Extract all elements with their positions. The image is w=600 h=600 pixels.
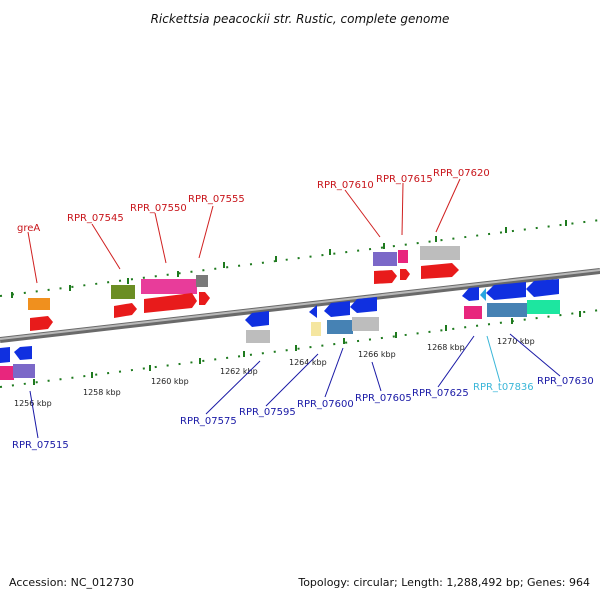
feature-07615-cds <box>400 269 410 280</box>
feature-grea-cds <box>30 316 53 331</box>
feature-07625-cds <box>462 287 479 301</box>
feature-07620-cds <box>421 263 459 279</box>
feature-07625-gene <box>464 306 482 319</box>
gene-label-rpr-07620: RPR_07620 <box>433 168 490 179</box>
feature-07555-cds <box>199 292 210 305</box>
feature-07550-gene <box>141 279 197 294</box>
gene-label-rpr-07600: RPR_07600 <box>297 399 354 410</box>
gene-label-rpr-07595: RPR_07595 <box>239 407 296 418</box>
top-leader-lines <box>27 178 461 284</box>
gene-label-rpr-07625: RPR_07625 <box>412 388 469 399</box>
gene-label-rpr-07610: RPR_07610 <box>317 180 374 191</box>
scale-tick-labels: 1256 kbp 1258 kbp 1260 kbp 1262 kbp 1264… <box>14 337 535 408</box>
tick-label: 1258 kbp <box>83 388 121 397</box>
map-title: Rickettsia peacockii str. Rustic, comple… <box>151 12 450 26</box>
tick-label: 1268 kbp <box>427 343 465 352</box>
feature-07575-gene <box>246 330 270 343</box>
upper-scale-rail <box>0 219 600 298</box>
feature-07600-cds <box>324 301 350 317</box>
feature-07595-gene <box>311 322 321 336</box>
tick-label: 1256 kbp <box>14 399 52 408</box>
tick-label: 1262 kbp <box>220 367 258 376</box>
feature-07550-cds <box>144 293 197 313</box>
gene-label-rpr-07615: RPR_07615 <box>376 174 433 185</box>
tick-label: 1264 kbp <box>289 358 327 367</box>
top-gene-labels: greA RPR_07545 RPR_07550 RPR_07555 RPR_0… <box>17 168 490 234</box>
forward-strand-features <box>28 246 460 331</box>
accession-text: Accession: NC_012730 <box>9 576 134 589</box>
gene-label-rpr-t07836: RPR_t07836 <box>473 382 534 393</box>
genome-summary-text: Topology: circular; Length: 1,288,492 bp… <box>297 576 590 589</box>
trna-leader-line <box>486 335 501 383</box>
feature-07610-cds <box>374 270 397 284</box>
gene-label-rpr-07545: RPR_07545 <box>67 213 124 224</box>
tick-label: 1270 kbp <box>497 337 535 346</box>
reverse-strand-features <box>0 279 560 380</box>
feature-blue-long-1 <box>486 282 526 300</box>
feature-left-pink <box>0 366 14 380</box>
feature-gray <box>420 246 460 260</box>
feature-gray-small <box>196 275 208 287</box>
feature-left-purple <box>13 364 35 378</box>
bottom-leader-lines <box>29 333 561 439</box>
feature-blue-long-2 <box>526 279 559 297</box>
tick-label: 1266 kbp <box>358 350 396 359</box>
feature-steel-blue <box>487 303 527 317</box>
feature-07605-cds <box>350 297 377 313</box>
feature-07545-cds <box>114 303 137 318</box>
feature-olive <box>111 285 135 299</box>
feature-07595-cds <box>309 305 317 318</box>
gene-label-grea: greA <box>17 223 40 234</box>
feature-orange <box>28 298 50 310</box>
feature-07605-gene <box>352 317 379 331</box>
feature-07575-cds <box>245 311 269 327</box>
feature-07600-gene <box>327 320 353 334</box>
gene-label-rpr-07575: RPR_07575 <box>180 416 237 427</box>
feature-left-blue-2 <box>14 346 32 360</box>
gene-label-rpr-07630: RPR_07630 <box>537 376 594 387</box>
genome-backbone <box>0 268 600 343</box>
gene-label-rpr-07555: RPR_07555 <box>188 194 245 205</box>
feature-teal <box>527 300 560 314</box>
gene-label-rpr-07605: RPR_07605 <box>355 393 412 404</box>
lower-scale-rail <box>0 309 600 388</box>
feature-pink-small <box>398 250 408 263</box>
feature-purple <box>373 252 397 266</box>
gene-label-rpr-07550: RPR_07550 <box>130 203 187 214</box>
bottom-gene-labels: RPR_07515 RPR_07575 RPR_07595 RPR_07600 … <box>12 376 594 451</box>
tick-label: 1260 kbp <box>151 377 189 386</box>
feature-left-blue-1 <box>0 347 10 363</box>
feature-trna <box>480 288 486 301</box>
gene-label-rpr-07515: RPR_07515 <box>12 440 69 451</box>
